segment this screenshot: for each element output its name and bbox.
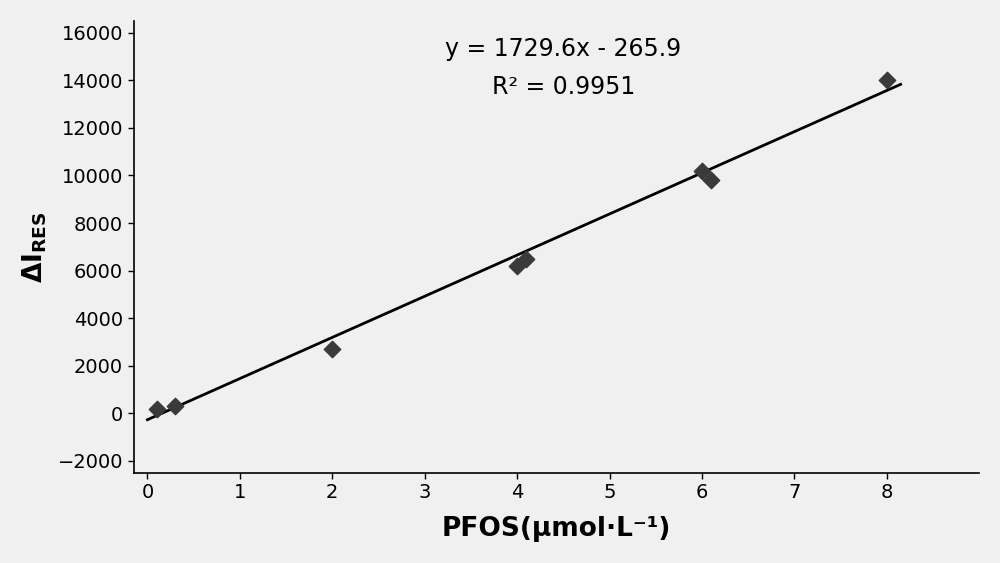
Point (167, 402, 183, 411)
Point (149, 404, 165, 413)
Text: R² = 0.9951: R² = 0.9951 (492, 75, 635, 99)
Point (703, 176, 719, 185)
Point (694, 166, 710, 175)
X-axis label: PFOS(μmol·L⁻¹): PFOS(μmol·L⁻¹) (442, 516, 671, 542)
Point (324, 345, 340, 354)
Point (509, 261, 525, 270)
Y-axis label: $\mathbf{\Delta I_{RES}}$: $\mathbf{\Delta I_{RES}}$ (21, 211, 49, 283)
Point (518, 254, 534, 263)
Point (879, 76, 895, 85)
Text: y = 1729.6x - 265.9: y = 1729.6x - 265.9 (445, 37, 681, 61)
